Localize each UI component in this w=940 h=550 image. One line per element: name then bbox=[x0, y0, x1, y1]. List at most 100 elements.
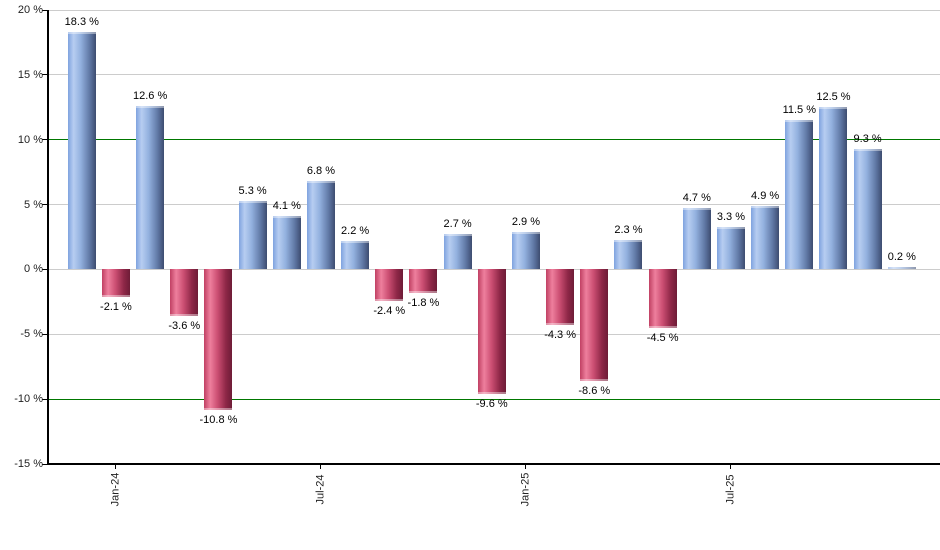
bar bbox=[341, 240, 370, 270]
x-axis-label: Jan-25 bbox=[519, 472, 532, 507]
bar-end-cap bbox=[170, 314, 199, 317]
bar-value-label: -10.8 % bbox=[199, 413, 238, 426]
bar-end-cap bbox=[580, 378, 609, 381]
bar-end-cap bbox=[546, 323, 575, 326]
bar-end-cap bbox=[375, 298, 404, 301]
bar-value-label: 6.8 % bbox=[306, 165, 336, 178]
bar bbox=[204, 269, 233, 410]
bar bbox=[853, 148, 882, 270]
bar-end-cap bbox=[477, 391, 506, 394]
bar bbox=[614, 239, 643, 270]
bar bbox=[546, 269, 575, 326]
bar bbox=[443, 234, 472, 270]
x-axis-label: Jan-24 bbox=[109, 472, 122, 507]
bar-end-cap bbox=[785, 120, 814, 123]
bar-end-cap bbox=[443, 234, 472, 237]
y-axis-label: -15 % bbox=[14, 458, 43, 470]
bar-value-label: 12.5 % bbox=[816, 91, 851, 104]
bar bbox=[136, 105, 165, 270]
y-axis-tick bbox=[42, 398, 47, 400]
bar-end-cap bbox=[853, 148, 882, 151]
bar-end-cap bbox=[101, 294, 130, 297]
bar-value-label: 4.7 % bbox=[682, 192, 711, 205]
bar-value-label: -1.8 % bbox=[407, 296, 440, 309]
y-axis-line bbox=[47, 10, 49, 465]
x-axis-tick bbox=[525, 464, 527, 469]
bar bbox=[887, 266, 916, 270]
x-axis-tick bbox=[115, 464, 117, 469]
bar bbox=[785, 120, 814, 270]
bar-end-cap bbox=[409, 290, 438, 293]
bar bbox=[511, 231, 540, 270]
bar-value-label: -2.4 % bbox=[373, 304, 406, 317]
bar-end-cap bbox=[511, 231, 540, 234]
x-axis-tick bbox=[730, 464, 732, 469]
bar-end-cap bbox=[887, 266, 916, 269]
bar-value-label: -4.3 % bbox=[544, 329, 577, 342]
y-axis-tick bbox=[42, 139, 47, 141]
bar-end-cap bbox=[716, 226, 745, 229]
bar bbox=[375, 269, 404, 301]
bar-end-cap bbox=[204, 407, 233, 410]
y-axis-label: -5 % bbox=[20, 328, 43, 341]
bar bbox=[682, 208, 711, 270]
bar bbox=[819, 107, 848, 270]
bar-value-label: -9.6 % bbox=[475, 397, 508, 410]
y-gridline bbox=[48, 74, 940, 76]
bar-value-label: 5.3 % bbox=[238, 184, 267, 197]
bar bbox=[580, 269, 609, 381]
bar-end-cap bbox=[819, 107, 848, 110]
bar bbox=[648, 269, 677, 328]
bar bbox=[170, 269, 199, 317]
y-axis-label: 15 % bbox=[17, 68, 43, 81]
bar-end-cap bbox=[682, 208, 711, 211]
bar-value-label: 12.6 % bbox=[133, 89, 168, 102]
y-axis-tick bbox=[42, 333, 47, 335]
bar-end-cap bbox=[614, 239, 643, 242]
y-axis-label: 20 % bbox=[17, 4, 43, 16]
bar-value-label: 3.3 % bbox=[716, 210, 746, 223]
bar-end-cap bbox=[306, 181, 335, 184]
bar-value-label: 11.5 % bbox=[782, 104, 817, 117]
bar-value-label: 4.9 % bbox=[751, 189, 780, 202]
bar-value-label: -8.6 % bbox=[578, 384, 611, 397]
x-axis-label: Jul-24 bbox=[314, 474, 327, 505]
bar-end-cap bbox=[136, 105, 165, 108]
bar-value-label: 2.7 % bbox=[443, 218, 472, 231]
bar-end-cap bbox=[648, 325, 677, 328]
y-axis-label: 5 % bbox=[24, 198, 43, 211]
x-axis-label: Jul-25 bbox=[724, 474, 737, 505]
bar-value-label: 2.2 % bbox=[341, 224, 370, 237]
bar bbox=[67, 32, 96, 270]
x-axis-tick bbox=[320, 464, 322, 469]
bar bbox=[477, 269, 506, 394]
y-axis-tick bbox=[42, 463, 47, 465]
y-axis-label: 0 % bbox=[24, 263, 43, 276]
bar bbox=[272, 216, 301, 270]
bar-value-label: 2.3 % bbox=[614, 223, 643, 236]
bar-end-cap bbox=[67, 32, 96, 35]
bar-value-label: 0.2 % bbox=[887, 250, 916, 263]
bar-end-cap bbox=[341, 240, 370, 243]
bar bbox=[238, 200, 267, 270]
bar-value-label: -4.5 % bbox=[646, 331, 679, 344]
y-gridline bbox=[48, 9, 940, 11]
bar bbox=[306, 181, 335, 270]
y-axis-label: 10 % bbox=[17, 133, 43, 146]
bar-end-cap bbox=[238, 200, 267, 203]
bar bbox=[409, 269, 438, 293]
bar-value-label: 18.3 % bbox=[64, 16, 99, 29]
bar-value-label: -3.6 % bbox=[168, 320, 201, 333]
bar-end-cap bbox=[751, 205, 780, 208]
bar bbox=[101, 269, 130, 297]
bar-value-label: 4.1 % bbox=[272, 200, 301, 213]
y-gridline bbox=[48, 204, 940, 206]
y-axis-tick bbox=[42, 204, 47, 206]
bar-value-label: 9.3 % bbox=[853, 132, 882, 145]
bar-value-label: 2.9 % bbox=[511, 215, 541, 228]
y-axis-tick bbox=[42, 9, 47, 11]
y-axis-tick bbox=[42, 268, 47, 270]
x-axis-line bbox=[47, 463, 940, 465]
reference-line bbox=[48, 398, 940, 400]
bar-value-label: -2.1 % bbox=[100, 300, 132, 313]
